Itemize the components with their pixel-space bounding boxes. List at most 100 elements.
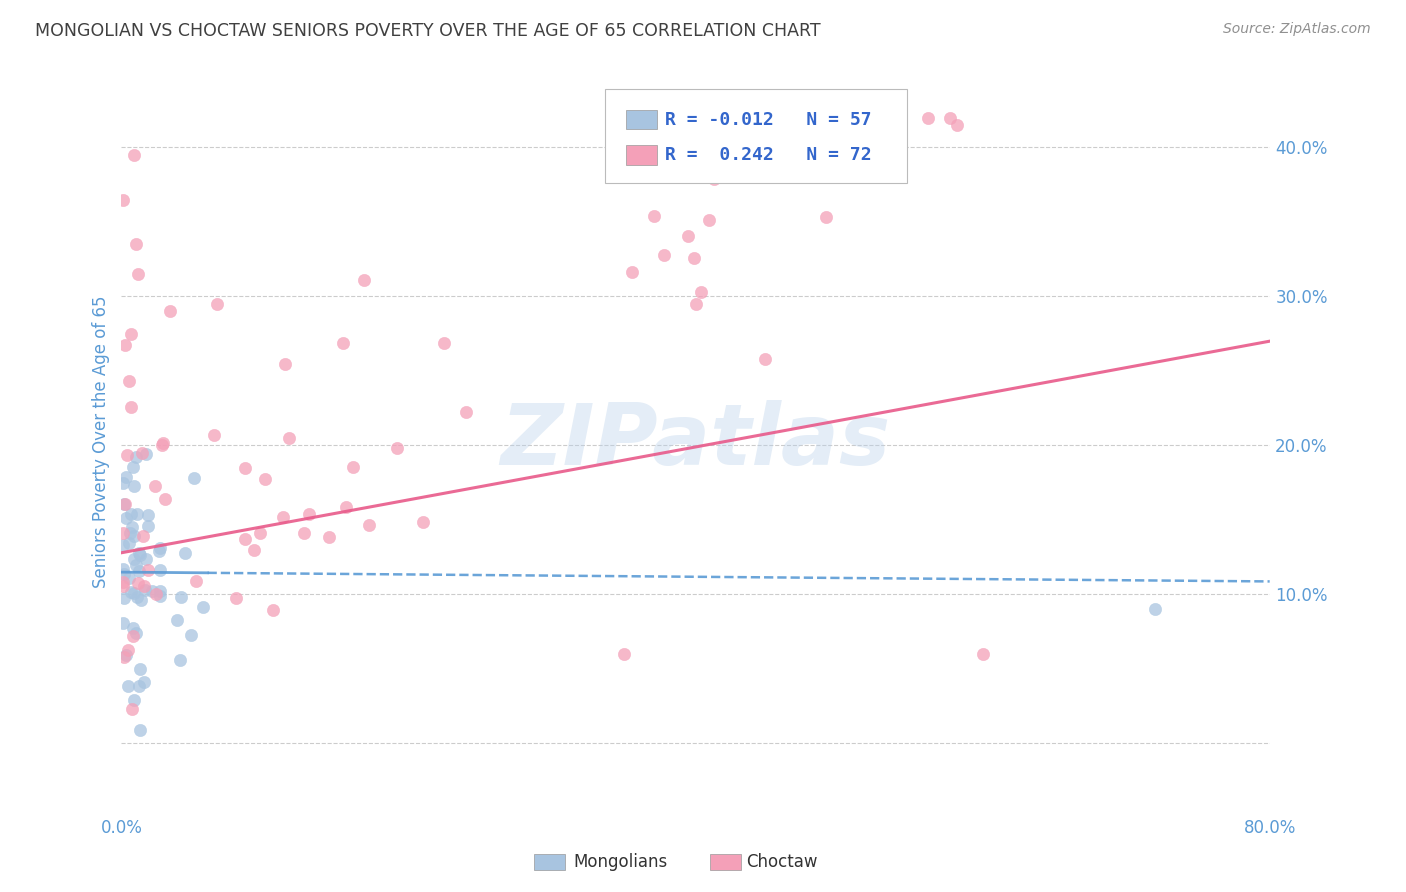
Point <box>617 129 640 144</box>
Point <box>122 585 145 599</box>
Point <box>353 273 375 287</box>
Point <box>135 447 157 461</box>
Point <box>122 693 145 707</box>
Point <box>148 543 170 558</box>
Point <box>127 576 149 591</box>
Point <box>115 469 138 483</box>
Point <box>734 128 756 142</box>
Point <box>273 357 295 371</box>
Point <box>115 448 138 462</box>
Point <box>690 285 713 299</box>
Point <box>111 538 134 552</box>
Point <box>143 478 166 492</box>
Point <box>134 582 156 597</box>
Point <box>122 621 145 635</box>
Point <box>917 111 939 125</box>
Point <box>277 431 299 445</box>
Point <box>1143 602 1166 616</box>
Point <box>814 211 837 225</box>
Point <box>456 404 478 418</box>
Point <box>127 591 149 605</box>
Text: R = -0.012   N = 57: R = -0.012 N = 57 <box>665 111 872 128</box>
Point <box>652 248 675 262</box>
Point <box>121 702 143 716</box>
Text: MONGOLIAN VS CHOCTAW SENIORS POVERTY OVER THE AGE OF 65 CORRELATION CHART: MONGOLIAN VS CHOCTAW SENIORS POVERTY OVE… <box>35 22 821 40</box>
Point <box>118 536 141 550</box>
Point <box>359 518 381 533</box>
Point <box>128 564 150 578</box>
Point <box>111 615 134 630</box>
Point <box>294 526 316 541</box>
Point <box>136 519 159 533</box>
Point <box>233 461 256 475</box>
Point <box>233 532 256 546</box>
Point <box>117 680 139 694</box>
Point <box>112 526 135 541</box>
Point <box>132 579 155 593</box>
Point <box>166 613 188 627</box>
Point <box>643 209 665 223</box>
Point <box>122 529 145 543</box>
Point <box>122 552 145 566</box>
Point <box>946 118 969 132</box>
Point <box>145 587 167 601</box>
Point <box>342 459 364 474</box>
Point <box>621 265 644 279</box>
Text: Mongolians: Mongolians <box>574 853 668 871</box>
Point <box>114 648 136 662</box>
Point <box>135 552 157 566</box>
Point <box>112 497 135 511</box>
Point <box>136 508 159 523</box>
Point <box>121 519 143 533</box>
Point <box>939 111 962 125</box>
Point <box>120 326 142 341</box>
Point <box>193 600 215 615</box>
Point <box>184 574 207 588</box>
Text: ZIPatlas: ZIPatlas <box>501 401 890 483</box>
Point <box>150 438 173 452</box>
Point <box>122 629 145 643</box>
Point <box>412 516 434 530</box>
Point <box>697 213 720 227</box>
Point <box>125 558 148 573</box>
Point <box>174 546 197 560</box>
Point <box>114 497 136 511</box>
Point <box>111 579 134 593</box>
Point <box>134 674 156 689</box>
Point <box>131 593 153 607</box>
Point <box>149 541 172 555</box>
Point <box>685 297 707 311</box>
Point <box>111 193 134 207</box>
Point <box>682 251 704 265</box>
Point <box>117 643 139 657</box>
Point <box>125 237 148 252</box>
Point <box>972 647 994 661</box>
Point <box>129 549 152 563</box>
Point <box>202 428 225 442</box>
Point <box>111 476 134 491</box>
Point <box>129 723 152 738</box>
Point <box>318 530 340 544</box>
Point <box>153 492 176 507</box>
Point <box>754 352 776 367</box>
Point <box>149 563 172 577</box>
Point <box>111 561 134 575</box>
Point <box>114 337 136 351</box>
Point <box>262 603 284 617</box>
Point <box>432 336 454 351</box>
Point <box>385 441 408 455</box>
Point <box>118 374 141 388</box>
Point <box>243 543 266 558</box>
Point <box>125 625 148 640</box>
Point <box>112 566 135 581</box>
Y-axis label: Seniors Poverty Over the Age of 65: Seniors Poverty Over the Age of 65 <box>93 295 110 588</box>
Point <box>613 647 636 661</box>
Point <box>271 509 294 524</box>
Text: R =  0.242   N = 72: R = 0.242 N = 72 <box>665 146 872 164</box>
Point <box>141 584 163 599</box>
Text: Choctaw: Choctaw <box>747 853 818 871</box>
Point <box>132 529 155 543</box>
Point <box>118 526 141 541</box>
Point <box>131 446 153 460</box>
Point <box>149 590 172 604</box>
